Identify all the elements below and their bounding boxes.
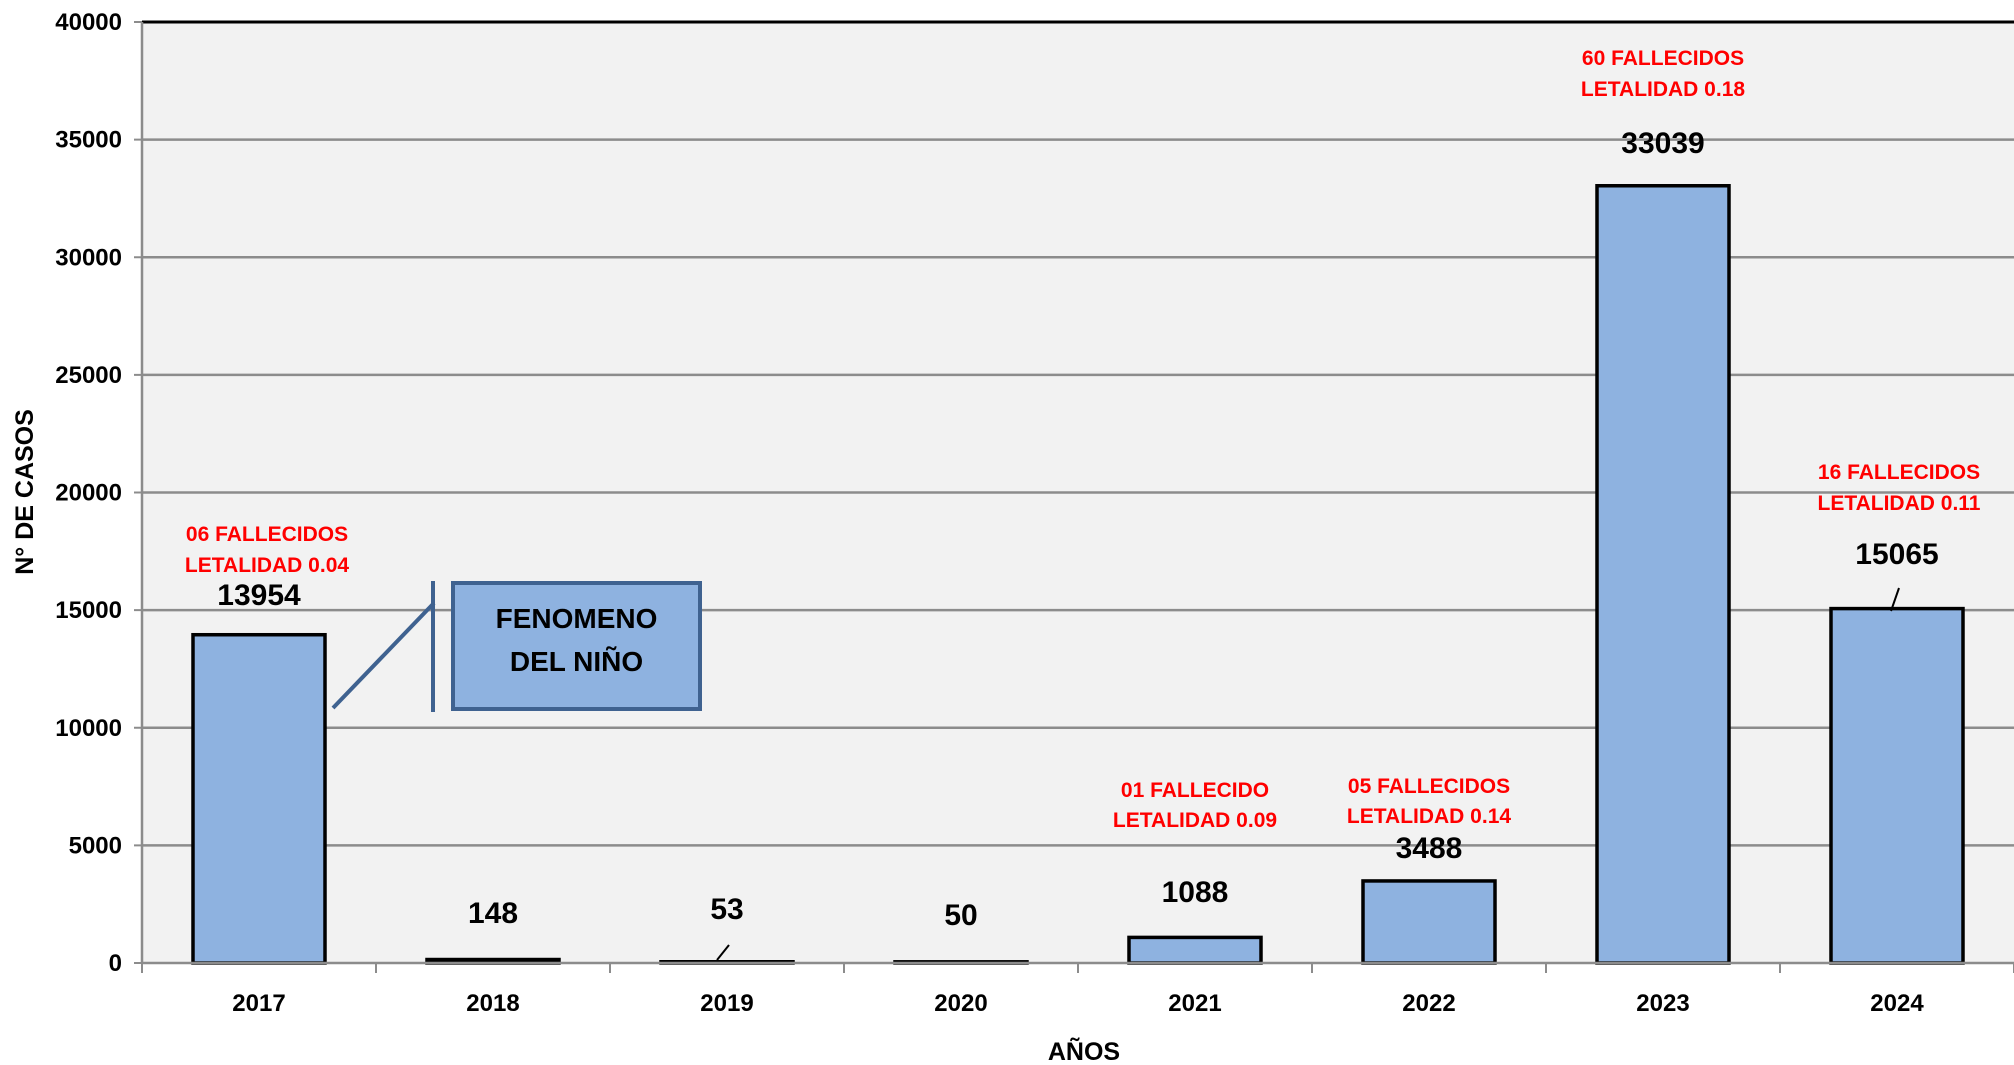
- x-tick-label-2023: 2023: [1636, 990, 1689, 1017]
- callout-text-line-2: DEL NIÑO: [510, 646, 643, 677]
- x-axis-title: AÑOS: [1048, 1036, 1120, 1065]
- annotation-2024-line-2: LETALIDAD 0.11: [1818, 492, 1981, 515]
- data-label-2020: 50: [944, 899, 977, 932]
- annotation-2023-line-2: LETALIDAD 0.18: [1581, 78, 1745, 101]
- y-tick-label: 30000: [55, 244, 122, 271]
- x-tick-label-2024: 2024: [1870, 990, 1924, 1017]
- bar-2023: [1595, 184, 1731, 965]
- y-tick-label: 10000: [55, 715, 122, 742]
- bar-2024: [1829, 606, 1965, 965]
- x-tick-label-2021: 2021: [1168, 990, 1221, 1017]
- data-label-2024: 15065: [1855, 538, 1938, 571]
- leader-line-2024: [1890, 587, 1900, 612]
- annotation-2022-line-2: LETALIDAD 0.14: [1347, 805, 1511, 828]
- callout: FENOMENO DEL NIÑO: [331, 581, 702, 712]
- data-label-2022: 3488: [1396, 832, 1463, 865]
- data-label-2023: 33039: [1621, 127, 1704, 160]
- x-tick-label-2022: 2022: [1402, 990, 1455, 1017]
- x-tick-label-2020: 2020: [934, 990, 987, 1017]
- y-tick-label: 5000: [69, 832, 122, 859]
- bar-2017: [191, 632, 327, 965]
- y-tick-label: 20000: [55, 480, 122, 507]
- x-tick-label-2019: 2019: [700, 990, 753, 1017]
- annotation-2017-line-2: LETALIDAD 0.04: [185, 554, 349, 577]
- annotation-2017-line-1: 06 FALLECIDOS: [186, 523, 348, 546]
- y-tick-label: 15000: [55, 597, 122, 624]
- annotation-2021-line-1: 01 FALLECIDO: [1121, 779, 1269, 802]
- axes: 0 5000 10000 15000 20000 25000 30000 35000 40000: [55, 9, 2014, 977]
- labels: 13954 2017 148 2018 53 2019 50 2020 1088 2021 3488…: [185, 47, 1981, 1017]
- y-tick-label: 25000: [55, 362, 122, 389]
- annotation-2021-line-2: LETALIDAD 0.09: [1113, 809, 1277, 832]
- leader-line-2019: [716, 944, 730, 961]
- annotation-2023-line-1: 60 FALLECIDOS: [1582, 47, 1744, 70]
- annotation-2024-line-1: 16 FALLECIDOS: [1818, 461, 1980, 484]
- callout-leader-line: [331, 601, 436, 710]
- data-label-2017: 13954: [217, 579, 301, 612]
- bar-2021: [1127, 935, 1263, 965]
- data-label-2018: 148: [468, 897, 518, 930]
- callout-text-line-1: FENOMENO: [496, 603, 658, 634]
- annotation-2022-line-1: 05 FALLECIDOS: [1348, 775, 1510, 798]
- bar-2022: [1361, 879, 1497, 965]
- callout-box: [451, 581, 702, 711]
- x-tick-label-2017: 2017: [232, 990, 285, 1017]
- data-label-2021: 1088: [1162, 876, 1229, 909]
- bars: [191, 184, 1965, 965]
- y-tick-label: 40000: [55, 9, 122, 36]
- x-tick-label-2018: 2018: [466, 990, 519, 1017]
- data-label-2019: 53: [710, 893, 743, 926]
- y-tick-label: 35000: [55, 127, 122, 154]
- y-axis-title: N° DE CASOS: [11, 409, 39, 575]
- y-tick-label: 0: [109, 950, 122, 977]
